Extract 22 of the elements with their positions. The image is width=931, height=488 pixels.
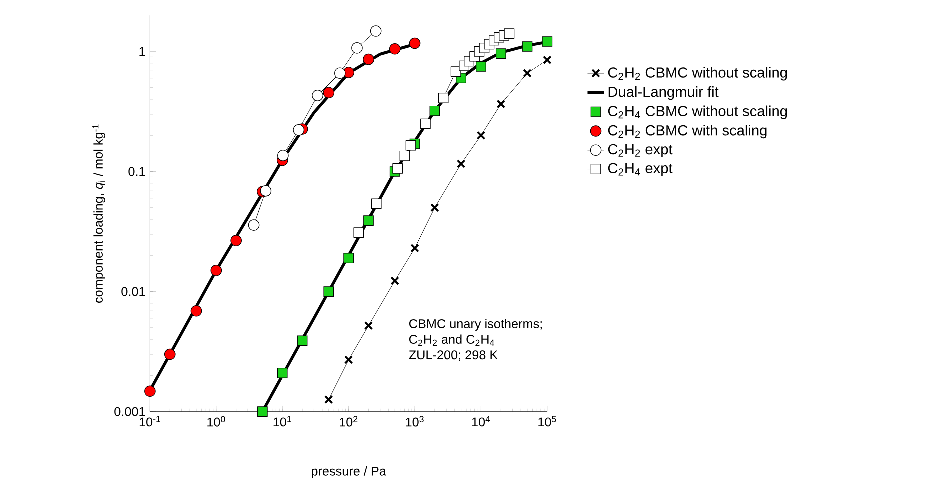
y-tick-label: 0.1 bbox=[128, 167, 146, 176]
y-axis-title: component loading, q$_{i}$ / mol kg$^{-1}$ bbox=[92, 124, 106, 304]
x-tick-label: 10$^{4}$ bbox=[472, 416, 490, 427]
x-axis-title: pressure / Pa bbox=[312, 466, 386, 478]
annotation: CBMC unary isotherms; bbox=[409, 319, 542, 332]
x-tick-label: 10$^{1}$ bbox=[274, 416, 292, 427]
x-tick-label: 10$^{5}$ bbox=[538, 416, 556, 427]
y-tick-label: 0.001 bbox=[114, 407, 146, 416]
legend-label: C$_{2}$H$_{2}$ expt bbox=[608, 144, 673, 158]
legend-label: C$_{2}$H$_{4}$ expt bbox=[608, 163, 673, 177]
y-tick-label: 0.01 bbox=[122, 287, 146, 296]
x-tick-label: 10$^{3}$ bbox=[406, 416, 424, 427]
y-tick-label: 1 bbox=[140, 47, 146, 56]
x-tick-label: 10$^{0}$ bbox=[208, 416, 226, 427]
annotation: ZUL-200; 298 K bbox=[409, 350, 498, 362]
x-tick-label: 10$^{-1}$ bbox=[140, 416, 160, 427]
legend-label: C$_{2}$H$_{2}$ CBMC without scaling bbox=[608, 67, 788, 81]
annotation: C$_{2}$H$_{2}$ and C$_{2}$H$_{4}$ bbox=[409, 334, 494, 346]
legend-label: C$_{2}$H$_{2}$ CBMC with scaling bbox=[608, 125, 767, 139]
legend-label: C$_{2}$H$_{4}$ CBMC without scaling bbox=[608, 106, 788, 120]
x-tick-label: 10$^{2}$ bbox=[340, 416, 358, 427]
legend-label: Dual-Langmuir fit bbox=[608, 86, 719, 100]
